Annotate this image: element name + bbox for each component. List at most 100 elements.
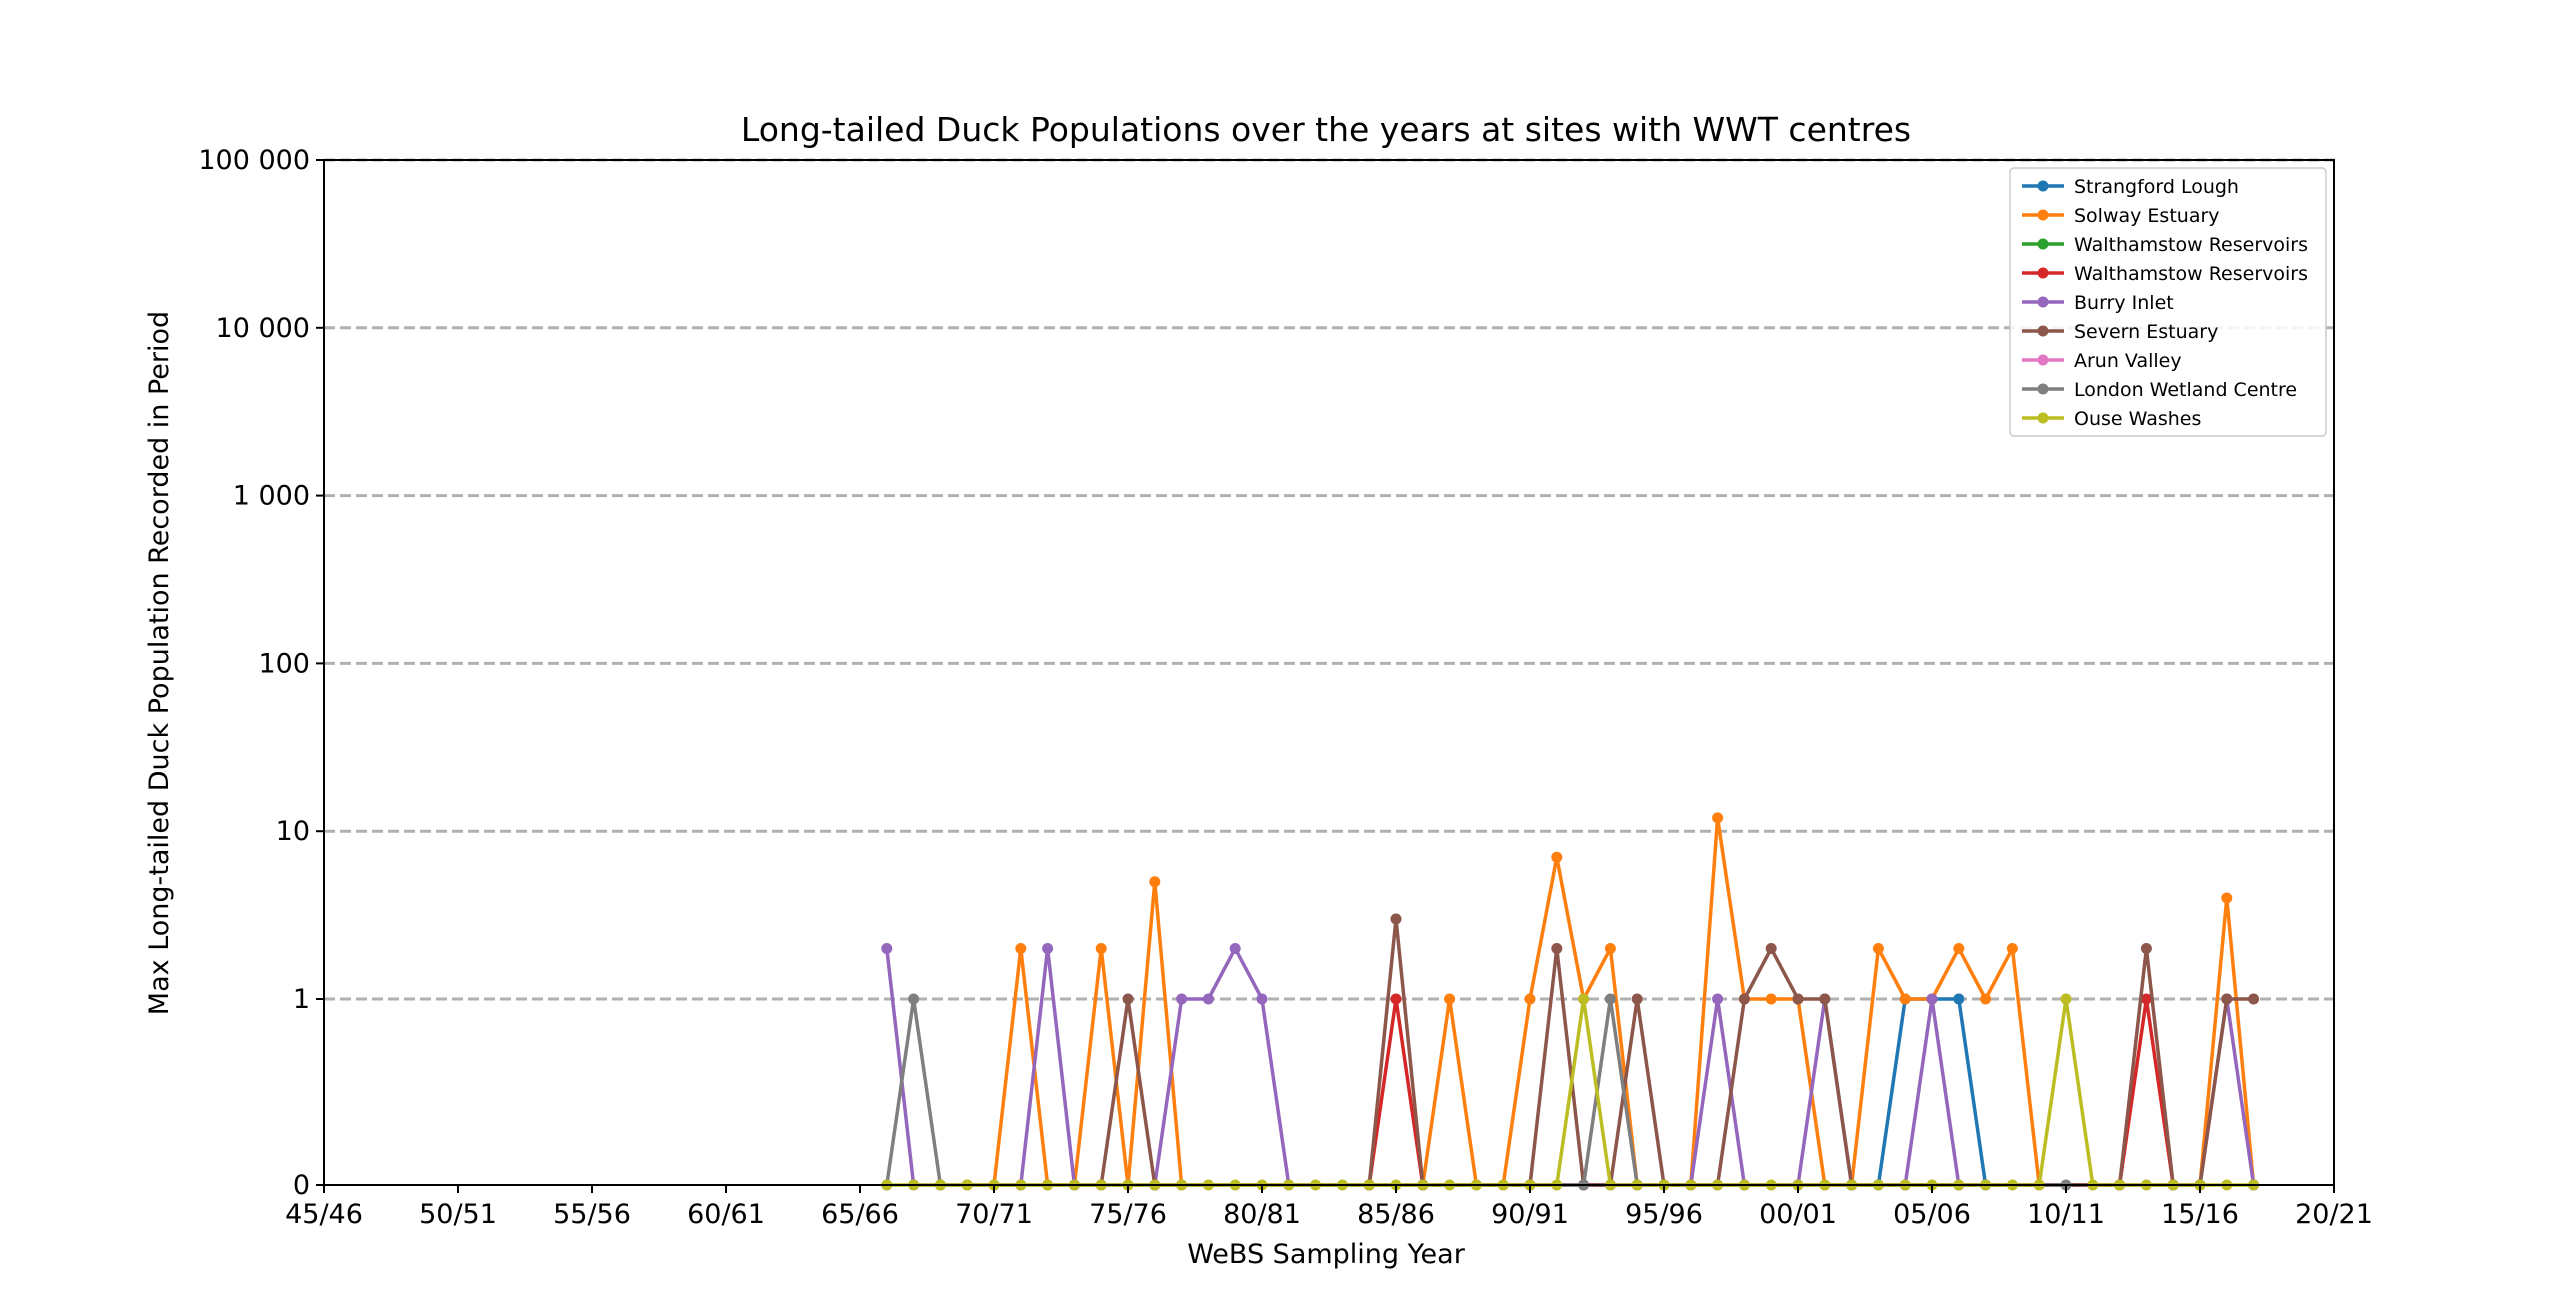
data-point (1819, 993, 1831, 1005)
series-lines (881, 812, 2260, 1191)
series-3 (1363, 993, 2179, 1191)
series-line (1876, 997, 1988, 1186)
y-tick-label: 10 (276, 816, 310, 847)
data-point (908, 993, 920, 1005)
x-axis-label: WeBS Sampling Year (1187, 1239, 1466, 1270)
x-tick-label: 00/01 (1759, 1199, 1837, 1230)
data-point (1578, 993, 1590, 1005)
legend-marker (2037, 383, 2049, 395)
legend-label: Severn Estuary (2074, 321, 2218, 343)
data-point (1202, 993, 1214, 1005)
data-point (1926, 993, 1938, 1005)
x-tick-label: 05/06 (1893, 1199, 1971, 1230)
x-tick-label: 50/51 (419, 1199, 497, 1230)
x-tick-label: 10/11 (2027, 1199, 2105, 1230)
legend-marker (2037, 325, 2049, 337)
legend-label: Arun Valley (2074, 350, 2182, 372)
x-tick-label: 90/91 (1491, 1199, 1569, 1230)
y-tick-label: 10 000 (216, 313, 310, 344)
x-tick-label: 60/61 (687, 1199, 765, 1230)
data-point (1390, 913, 1402, 925)
data-point (1149, 876, 1161, 888)
legend-item: Severn Estuary (2022, 321, 2218, 343)
y-axis-label: Max Long-tailed Duck Population Recorded… (144, 311, 175, 1015)
legend-marker (2037, 238, 2049, 250)
data-point (1122, 993, 1134, 1005)
legend-item: Arun Valley (2022, 350, 2182, 372)
data-point (1712, 993, 1724, 1005)
data-point (1631, 993, 1643, 1005)
x-tick-label: 85/86 (1357, 1199, 1435, 1230)
x-tick-label: 80/81 (1223, 1199, 1301, 1230)
data-point (2248, 993, 2260, 1005)
legend: Strangford Lough Solway Estuary Walthamsto… (2009, 167, 2327, 437)
series-line (1099, 917, 2254, 1187)
legend-label: Burry Inlet (2074, 292, 2174, 314)
y-axis-ticks: 0 1 10 100 1 000 10 000 100 000 (198, 145, 324, 1201)
plot-area-frame (323, 159, 2335, 1186)
data-point (881, 942, 893, 954)
legend-label: Ouse Washes (2074, 408, 2201, 430)
data-point (1524, 993, 1536, 1005)
x-tick-label: 70/71 (955, 1199, 1033, 1230)
data-point (2140, 993, 2152, 1005)
x-tick-label: 55/56 (553, 1199, 631, 1230)
legend-item: Burry Inlet (2022, 292, 2174, 314)
x-tick-label: 15/16 (2161, 1199, 2239, 1230)
data-point (1444, 993, 1456, 1005)
data-point (1015, 942, 1027, 954)
data-point (1765, 942, 1777, 954)
x-axis-ticks: 45/46 50/51 55/56 60/61 65/66 70/71 75/76 80/81… (285, 1185, 2373, 1230)
legend-marker (2037, 412, 2049, 424)
legend-item: Ouse Washes (2022, 408, 2201, 430)
legend-item: Walthamstow Reservoirs (2022, 234, 2308, 256)
data-point (1604, 993, 1616, 1005)
data-point (1095, 942, 1107, 954)
x-tick-label: 95/96 (1625, 1199, 1703, 1230)
data-point (1712, 812, 1724, 824)
data-point (2221, 993, 2233, 1005)
y-tick-label: 0 (293, 1170, 310, 1201)
data-point (1604, 942, 1616, 954)
y-tick-label: 100 (258, 648, 310, 679)
data-point (2006, 942, 2018, 954)
legend-item: London Wetland Centre (2022, 379, 2297, 401)
legend-marker (2037, 354, 2049, 366)
data-point (1980, 993, 1992, 1005)
data-point (1551, 942, 1563, 954)
data-point (2221, 892, 2233, 904)
data-point (1953, 942, 1965, 954)
data-point (1953, 993, 1965, 1005)
y-tick-label: 1 (293, 984, 310, 1015)
legend-item: Walthamstow Reservoirs (2022, 263, 2308, 285)
legend-marker (2037, 180, 2049, 192)
legend-box (2009, 167, 2327, 437)
legend-label: London Wetland Centre (2074, 379, 2297, 401)
data-point (1792, 993, 1804, 1005)
y-tick-label: 100 000 (198, 145, 310, 176)
data-point (2140, 942, 2152, 954)
data-point (1229, 942, 1241, 954)
data-point (1256, 993, 1268, 1005)
data-point (2060, 993, 2072, 1005)
legend-marker (2037, 296, 2049, 308)
series-8 (881, 993, 2260, 1191)
data-point (1872, 942, 1884, 954)
legend-marker (2037, 209, 2049, 221)
data-point (1551, 851, 1563, 863)
data-point (1738, 993, 1750, 1005)
x-tick-label: 65/66 (821, 1199, 899, 1230)
legend-item: Solway Estuary (2022, 205, 2220, 227)
data-point (1042, 942, 1054, 954)
data-point (1899, 993, 1911, 1005)
legend-label: Strangford Lough (2074, 176, 2239, 198)
data-point (1176, 993, 1188, 1005)
legend-label: Solway Estuary (2074, 205, 2220, 227)
legend-label: Walthamstow Reservoirs (2074, 234, 2308, 256)
data-point (1765, 993, 1777, 1005)
x-tick-label: 20/21 (2295, 1199, 2373, 1230)
legend-marker (2037, 267, 2049, 279)
chart-title: Long-tailed Duck Populations over the ye… (741, 110, 1911, 149)
legend-item: Strangford Lough (2022, 176, 2239, 198)
